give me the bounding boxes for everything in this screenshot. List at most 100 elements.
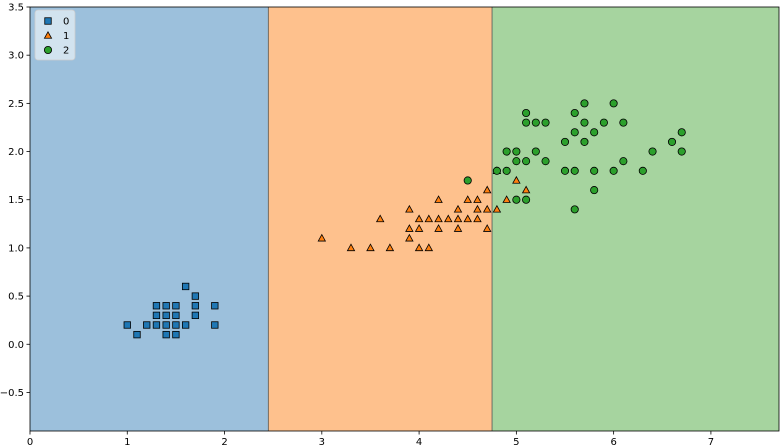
point-class-1-22 — [473, 214, 482, 223]
point-class-1-7 — [405, 204, 414, 213]
point-class-1-2 — [366, 243, 375, 252]
legend: 0 1 2 — [34, 9, 76, 61]
point-class-0-1 — [133, 330, 141, 339]
point-class-2-12 — [531, 118, 540, 127]
point-class-1-27 — [482, 185, 492, 194]
point-class-2-32 — [638, 166, 647, 175]
point-class-0-11 — [172, 321, 180, 329]
point-class-2-15 — [560, 166, 570, 175]
decision-regions — [30, 7, 779, 431]
region-class-2 — [492, 7, 779, 431]
point-class-0-9 — [162, 302, 170, 310]
y-tick-label-8: 3.5 — [8, 3, 24, 14]
point-class-0-16 — [191, 311, 200, 320]
point-class-2-18 — [570, 166, 579, 175]
point-class-2-21 — [580, 137, 589, 146]
series-0 — [123, 282, 219, 339]
point-class-2-3 — [502, 147, 511, 156]
point-class-0-13 — [172, 302, 180, 310]
point-class-1-15 — [434, 195, 443, 203]
point-class-2-1 — [492, 166, 501, 175]
plot-frame — [29, 6, 780, 432]
point-class-1-12 — [424, 214, 434, 223]
point-class-1-32 — [521, 185, 531, 194]
point-class-1-19 — [453, 204, 463, 213]
y-tick-label-5: 2.0 — [8, 147, 24, 158]
x-tick-label-1: 1 — [124, 437, 130, 447]
point-class-1-30 — [502, 195, 511, 203]
point-class-0-8 — [162, 311, 170, 320]
point-class-1-28 — [492, 204, 502, 213]
point-class-1-21 — [463, 195, 472, 203]
point-class-2-36 — [677, 128, 686, 137]
point-class-2-2 — [502, 166, 511, 175]
point-class-0-3 — [152, 321, 161, 329]
region-class-0 — [30, 7, 269, 431]
point-class-1-24 — [473, 195, 482, 203]
point-class-1-0 — [317, 233, 327, 242]
point-class-0-19 — [211, 321, 219, 329]
point-class-0-12 — [172, 311, 180, 320]
y-tick-label-6: 2.5 — [8, 99, 24, 110]
x-tick-label-0: 0 — [27, 437, 33, 447]
x-tick-label-7: 7 — [708, 437, 714, 447]
x-tick-label-2: 2 — [221, 437, 227, 447]
point-class-1-13 — [434, 224, 443, 232]
point-class-2-23 — [580, 99, 589, 108]
point-class-2-10 — [522, 108, 531, 118]
point-class-2-11 — [531, 147, 540, 156]
point-class-2-0 — [463, 176, 472, 185]
point-class-2-19 — [570, 128, 579, 137]
y-tick-label-1: 0.0 — [8, 340, 24, 351]
point-class-0-14 — [181, 321, 190, 329]
point-class-0-18 — [191, 292, 200, 300]
point-class-1-23 — [473, 204, 482, 213]
point-class-2-13 — [541, 157, 550, 166]
point-class-1-17 — [453, 224, 463, 232]
x-tick-label-5: 5 — [513, 437, 519, 447]
point-class-1-26 — [482, 204, 492, 213]
point-class-1-3 — [375, 214, 385, 223]
point-class-0-6 — [162, 330, 170, 339]
data-points — [123, 99, 686, 339]
y-tick-label-2: 0.5 — [8, 292, 24, 303]
point-class-2-6 — [512, 147, 521, 156]
point-class-2-33 — [648, 147, 657, 156]
point-class-1-20 — [463, 214, 472, 223]
point-class-0-15 — [181, 282, 190, 291]
point-class-2-8 — [522, 157, 531, 166]
point-class-2-24 — [590, 186, 599, 195]
point-class-1-8 — [414, 243, 424, 252]
point-class-0-4 — [152, 311, 161, 320]
point-class-2-31 — [619, 118, 628, 127]
point-class-1-31 — [512, 175, 521, 184]
point-class-2-14 — [541, 118, 550, 127]
point-class-2-26 — [590, 128, 599, 137]
point-class-2-16 — [560, 137, 570, 146]
point-class-2-17 — [570, 205, 579, 214]
point-class-2-25 — [590, 166, 599, 175]
point-class-2-28 — [609, 166, 618, 175]
x-tick-label-4: 4 — [416, 437, 422, 447]
decision-boundaries — [267, 7, 493, 431]
point-class-2-9 — [522, 118, 531, 127]
point-class-1-10 — [414, 214, 424, 223]
point-class-2-29 — [609, 99, 618, 108]
point-class-1-6 — [405, 224, 414, 232]
point-class-0-0 — [123, 321, 131, 329]
point-class-2-30 — [619, 157, 628, 166]
point-class-0-20 — [211, 302, 219, 310]
y-tick-label-4: 1.5 — [8, 195, 24, 206]
legend-marker-0 — [44, 17, 52, 25]
axes: 0 1 2 3 4 5 6 7 −0.5 0.0 0.5 1.0 1.5 2.0 2.5 3.0 3.5 — [0, 3, 780, 447]
legend-label-0: 0 — [63, 17, 69, 28]
point-class-2-7 — [522, 195, 531, 204]
y-tick-label-7: 3.0 — [8, 51, 24, 62]
point-class-1-14 — [434, 214, 443, 223]
legend-label-1: 1 — [63, 31, 69, 42]
point-class-1-11 — [424, 243, 434, 252]
point-class-0-17 — [191, 302, 200, 310]
point-class-2-20 — [570, 108, 579, 118]
point-class-2-4 — [512, 195, 521, 204]
point-class-0-7 — [162, 321, 170, 329]
